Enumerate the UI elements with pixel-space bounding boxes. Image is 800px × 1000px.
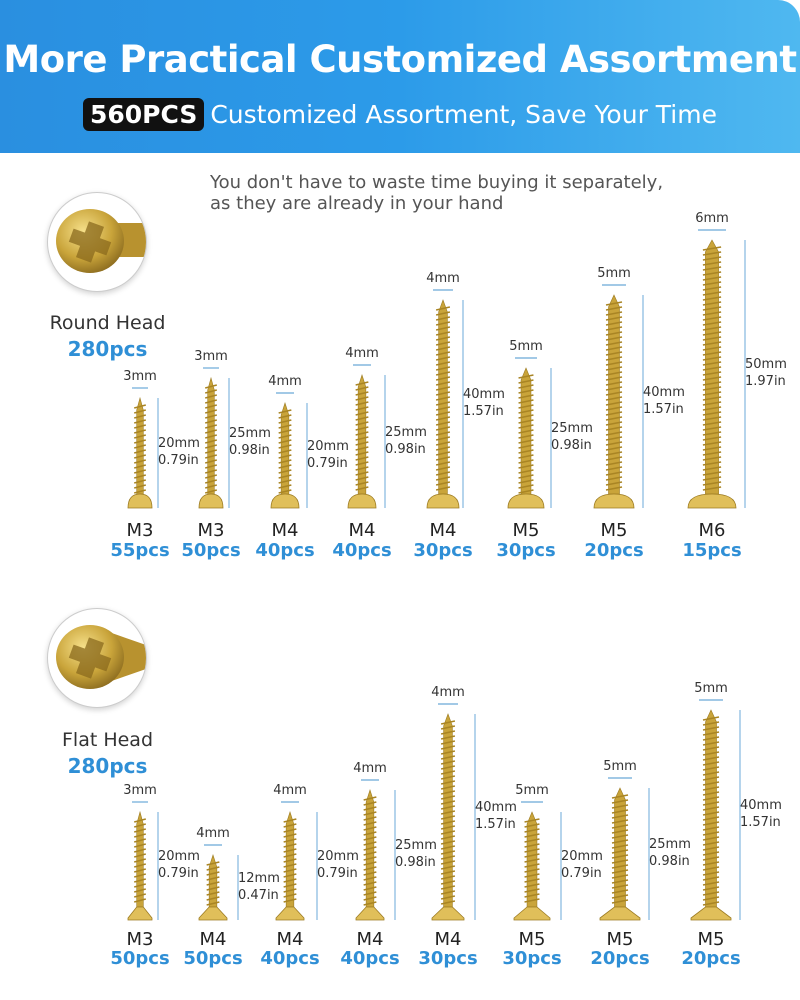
flat-length-label-5: 40mm 1.57in <box>475 800 517 832</box>
round-size-label-2: M3 <box>197 520 225 541</box>
flat-length-label-3: 20mm 0.79in <box>317 849 359 881</box>
header-banner: More Practical Customized Assortment 560… <box>0 0 800 153</box>
round-size-label-3: M4 <box>271 520 299 541</box>
flat-head-closeup-image <box>47 608 147 708</box>
flat-width-label-1: 3mm <box>123 783 157 798</box>
round-width-label-1: 3mm <box>123 369 157 384</box>
round-width-label-6: 5mm <box>509 339 543 354</box>
flat-pcs-label-4: 40pcs <box>340 948 400 969</box>
round-head-label: Round Head <box>49 312 166 334</box>
flat-screw-3 <box>275 811 305 921</box>
round-pcs-label-5: 30pcs <box>413 540 473 561</box>
round-pcs-label-4: 40pcs <box>332 540 392 561</box>
flat-head-label: Flat Head <box>61 729 154 751</box>
round-pcs-label-3: 40pcs <box>255 540 315 561</box>
count-badge: 560PCS <box>83 98 205 131</box>
round-length-label-5: 40mm 1.57in <box>463 387 505 419</box>
round-pcs-label-2: 50pcs <box>181 540 241 561</box>
flat-size-label-2: M4 <box>199 929 227 950</box>
flat-screw-8 <box>690 709 732 921</box>
flat-pcs-label-7: 20pcs <box>590 948 650 969</box>
flat-length-label-8: 40mm 1.57in <box>740 798 782 830</box>
flat-size-label-6: M5 <box>518 929 546 950</box>
round-width-label-2: 3mm <box>194 349 228 364</box>
flat-size-label-3: M4 <box>276 929 304 950</box>
round-width-label-4: 4mm <box>345 346 379 361</box>
flat-size-label-7: M5 <box>606 929 634 950</box>
round-size-label-4: M4 <box>348 520 376 541</box>
round-screw-3 <box>270 402 300 509</box>
flat-screw-1 <box>127 810 153 921</box>
round-size-label-5: M4 <box>429 520 457 541</box>
flat-pcs-label-1: 50pcs <box>110 948 170 969</box>
round-length-label-7: 40mm 1.57in <box>643 384 685 417</box>
flat-length-label-6: 20mm 0.79in <box>561 849 603 881</box>
round-screw-8 <box>687 239 737 509</box>
flat-width-label-2: 4mm <box>196 826 230 841</box>
round-size-label-1: M3 <box>126 520 154 541</box>
round-screw-7 <box>593 294 635 509</box>
tagline: You don't have to waste time buying it s… <box>210 172 663 214</box>
flat-width-label-5: 4mm <box>431 685 465 700</box>
flat-screw-4 <box>355 789 385 921</box>
round-pcs-label-7: 20pcs <box>584 540 644 561</box>
round-screw-5 <box>426 299 460 509</box>
round-length-label-4: 25mm 0.98in <box>385 424 427 457</box>
round-head-count: 280pcs <box>67 337 148 361</box>
flat-screw-6 <box>513 811 551 921</box>
flat-screw-7 <box>599 787 641 921</box>
flat-width-label-7: 5mm <box>603 759 637 774</box>
flat-head-count: 280pcs <box>67 754 148 778</box>
flat-width-label-8: 5mm <box>694 681 728 696</box>
round-width-label-3: 4mm <box>268 374 302 389</box>
tagline-line-2: as they are already in your hand <box>210 193 504 214</box>
flat-pcs-label-3: 40pcs <box>260 948 320 969</box>
flat-screw-5 <box>431 713 465 921</box>
round-length-label-8: 50mm 1.97in <box>745 357 787 389</box>
round-size-label-7: M5 <box>600 520 628 541</box>
flat-pcs-label-5: 30pcs <box>418 948 478 969</box>
round-size-label-6: M5 <box>512 520 540 541</box>
tagline-line-1: You don't have to waste time buying it s… <box>210 172 664 193</box>
flat-length-label-4: 25mm 0.98in <box>395 838 437 870</box>
flat-width-label-4: 4mm <box>353 761 387 776</box>
round-width-label-7: 5mm <box>597 266 631 281</box>
subtitle-text: Customized Assortment, Save Your Time <box>210 100 717 129</box>
round-pcs-label-6: 30pcs <box>496 540 556 561</box>
flat-size-label-1: M3 <box>126 929 154 950</box>
round-screw-1 <box>127 396 153 509</box>
round-length-label-6: 25mm 0.98in <box>551 421 593 453</box>
flat-length-label-7: 25mm 0.98in <box>649 837 691 869</box>
flat-size-label-4: M4 <box>356 929 384 950</box>
flat-length-label-1: 20mm 0.79in <box>158 849 200 881</box>
round-pcs-label-1: 55pcs <box>110 540 170 561</box>
flat-width-label-6: 5mm <box>515 783 549 798</box>
round-screw-2 <box>198 376 224 509</box>
page-title: More Practical Customized Assortment <box>3 38 797 81</box>
round-pcs-label-8: 15pcs <box>682 540 742 561</box>
round-width-label-5: 4mm <box>426 271 460 286</box>
flat-screw-2 <box>198 854 228 921</box>
round-length-label-3: 20mm 0.79in <box>307 438 349 471</box>
round-size-label-8: M6 <box>698 520 726 541</box>
round-screw-6 <box>507 367 545 509</box>
round-length-label-1: 20mm 0.79in <box>158 436 200 468</box>
flat-size-label-8: M5 <box>697 929 725 950</box>
round-screw-4 <box>347 374 377 509</box>
flat-pcs-label-6: 30pcs <box>502 948 562 969</box>
banner-subtitle: 560PCS Customized Assortment, Save Your T… <box>0 98 800 131</box>
flat-pcs-label-8: 20pcs <box>681 948 741 969</box>
round-length-label-2: 25mm 0.98in <box>229 426 271 458</box>
flat-length-label-2: 12mm 0.47in <box>238 870 280 903</box>
flat-size-label-5: M4 <box>434 929 462 950</box>
round-head-closeup-image <box>47 192 147 292</box>
flat-pcs-label-2: 50pcs <box>183 948 243 969</box>
round-width-label-8: 6mm <box>695 211 729 226</box>
flat-width-label-3: 4mm <box>273 783 307 798</box>
